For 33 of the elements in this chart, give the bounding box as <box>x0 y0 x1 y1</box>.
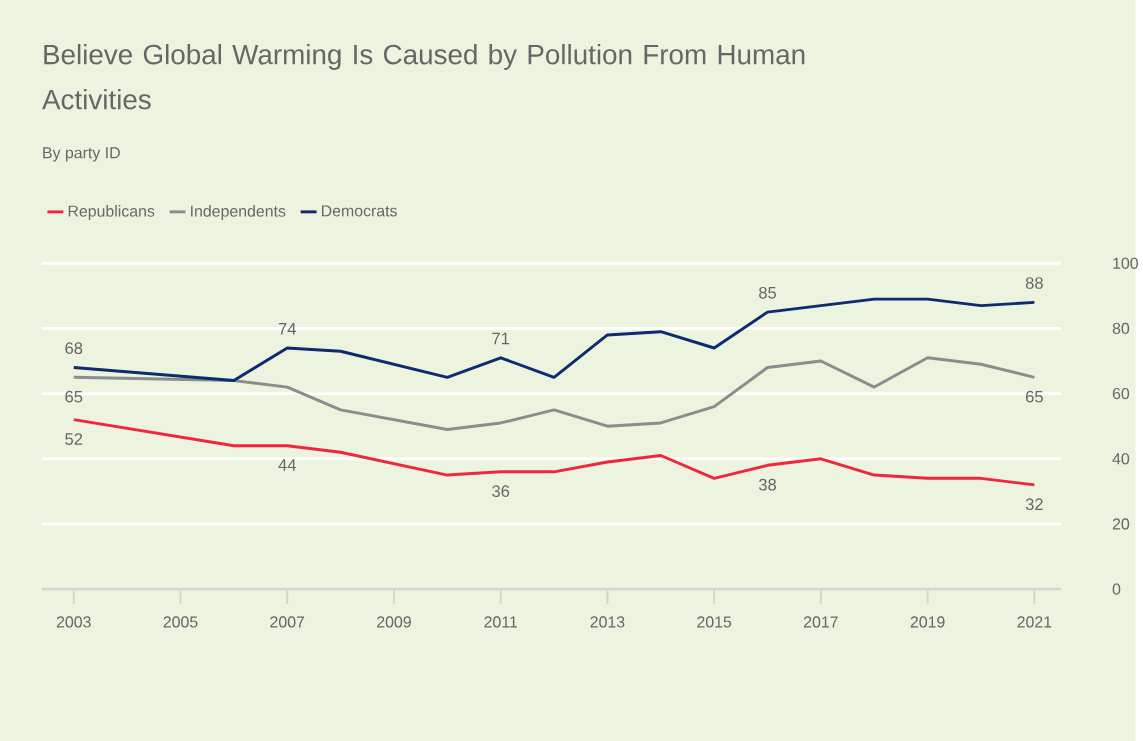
data-label: 44 <box>278 459 296 471</box>
x-tick-label: 2021 <box>1017 616 1052 628</box>
y-tick-label: 0 <box>1112 583 1121 595</box>
y-tick-label: 80 <box>1112 322 1130 334</box>
data-label: 74 <box>278 323 296 335</box>
chart-title: Believe Global Warming Is Caused by Pollution From Human Activities <box>42 43 805 110</box>
chart-subtitle: By party ID <box>43 147 120 162</box>
x-tick-label: 2009 <box>377 616 411 628</box>
data-label: 68 <box>65 342 83 354</box>
data-label: 65 <box>1025 390 1043 403</box>
data-label: 52 <box>65 433 83 445</box>
y-tick-label: 20 <box>1112 518 1130 530</box>
y-tick-label: 60 <box>1112 387 1130 400</box>
x-tick-label: 2003 <box>56 616 91 628</box>
legend-label: Independents <box>191 205 286 220</box>
legend-label: Democrats <box>321 205 397 217</box>
data-label: 38 <box>758 478 777 491</box>
x-tick-label: 2011 <box>484 616 517 628</box>
y-tick-label: 40 <box>1112 453 1130 465</box>
data-label: 65 <box>65 390 83 403</box>
data-label: 36 <box>492 485 510 497</box>
x-tick-label: 2015 <box>697 616 732 628</box>
x-tick-label: 2007 <box>270 616 305 628</box>
data-label: 85 <box>759 286 777 299</box>
data-label: 32 <box>1025 498 1043 511</box>
legend-label: Republicans <box>68 205 155 220</box>
data-label: 88 <box>1025 277 1043 289</box>
x-tick-label: 2013 <box>590 616 625 628</box>
y-tick-label: 100 <box>1113 257 1138 269</box>
x-tick-label: 2017 <box>804 616 838 628</box>
x-tick-label: 2019 <box>910 616 945 628</box>
x-tick-label: 2005 <box>163 616 198 628</box>
data-label: 71 <box>492 332 510 345</box>
